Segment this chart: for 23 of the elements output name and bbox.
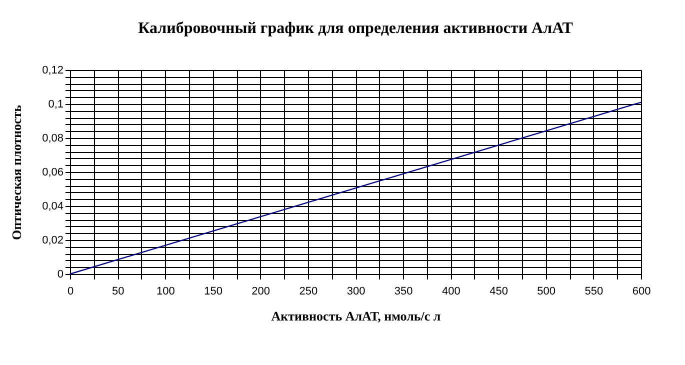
x-tick-label: 400 bbox=[442, 286, 460, 298]
x-tick-label: 550 bbox=[584, 286, 604, 298]
y-tick-label: 0,04 bbox=[42, 200, 64, 212]
y-tick-label: 0,02 bbox=[42, 234, 64, 246]
y-tick-label: 0 bbox=[57, 268, 64, 280]
y-tick-label: 0,1 bbox=[48, 98, 64, 110]
x-tick-label: 150 bbox=[204, 286, 222, 298]
x-tick-label: 600 bbox=[632, 286, 651, 298]
x-tick-label: 300 bbox=[346, 286, 366, 298]
x-tick-label: 450 bbox=[490, 286, 508, 298]
y-axis-title: Оптическая плотность bbox=[9, 104, 24, 240]
y-tick-label: 0,12 bbox=[42, 64, 64, 76]
x-axis-title: Активность АлАТ, нмоль/с л bbox=[271, 308, 441, 324]
x-tick-label: 0 bbox=[67, 286, 74, 298]
x-tick-label: 50 bbox=[112, 286, 124, 298]
x-tick-label: 250 bbox=[299, 286, 318, 298]
y-tick-label: 0,06 bbox=[42, 166, 64, 178]
x-tick-label: 500 bbox=[537, 286, 556, 298]
x-tick-label: 100 bbox=[156, 286, 175, 298]
x-tick-label: 200 bbox=[252, 286, 270, 298]
chart-title: Калибровочный график для определения активности АлАТ bbox=[138, 20, 574, 37]
x-tick-label: 350 bbox=[394, 286, 413, 298]
y-tick-label: 0,08 bbox=[42, 132, 64, 144]
